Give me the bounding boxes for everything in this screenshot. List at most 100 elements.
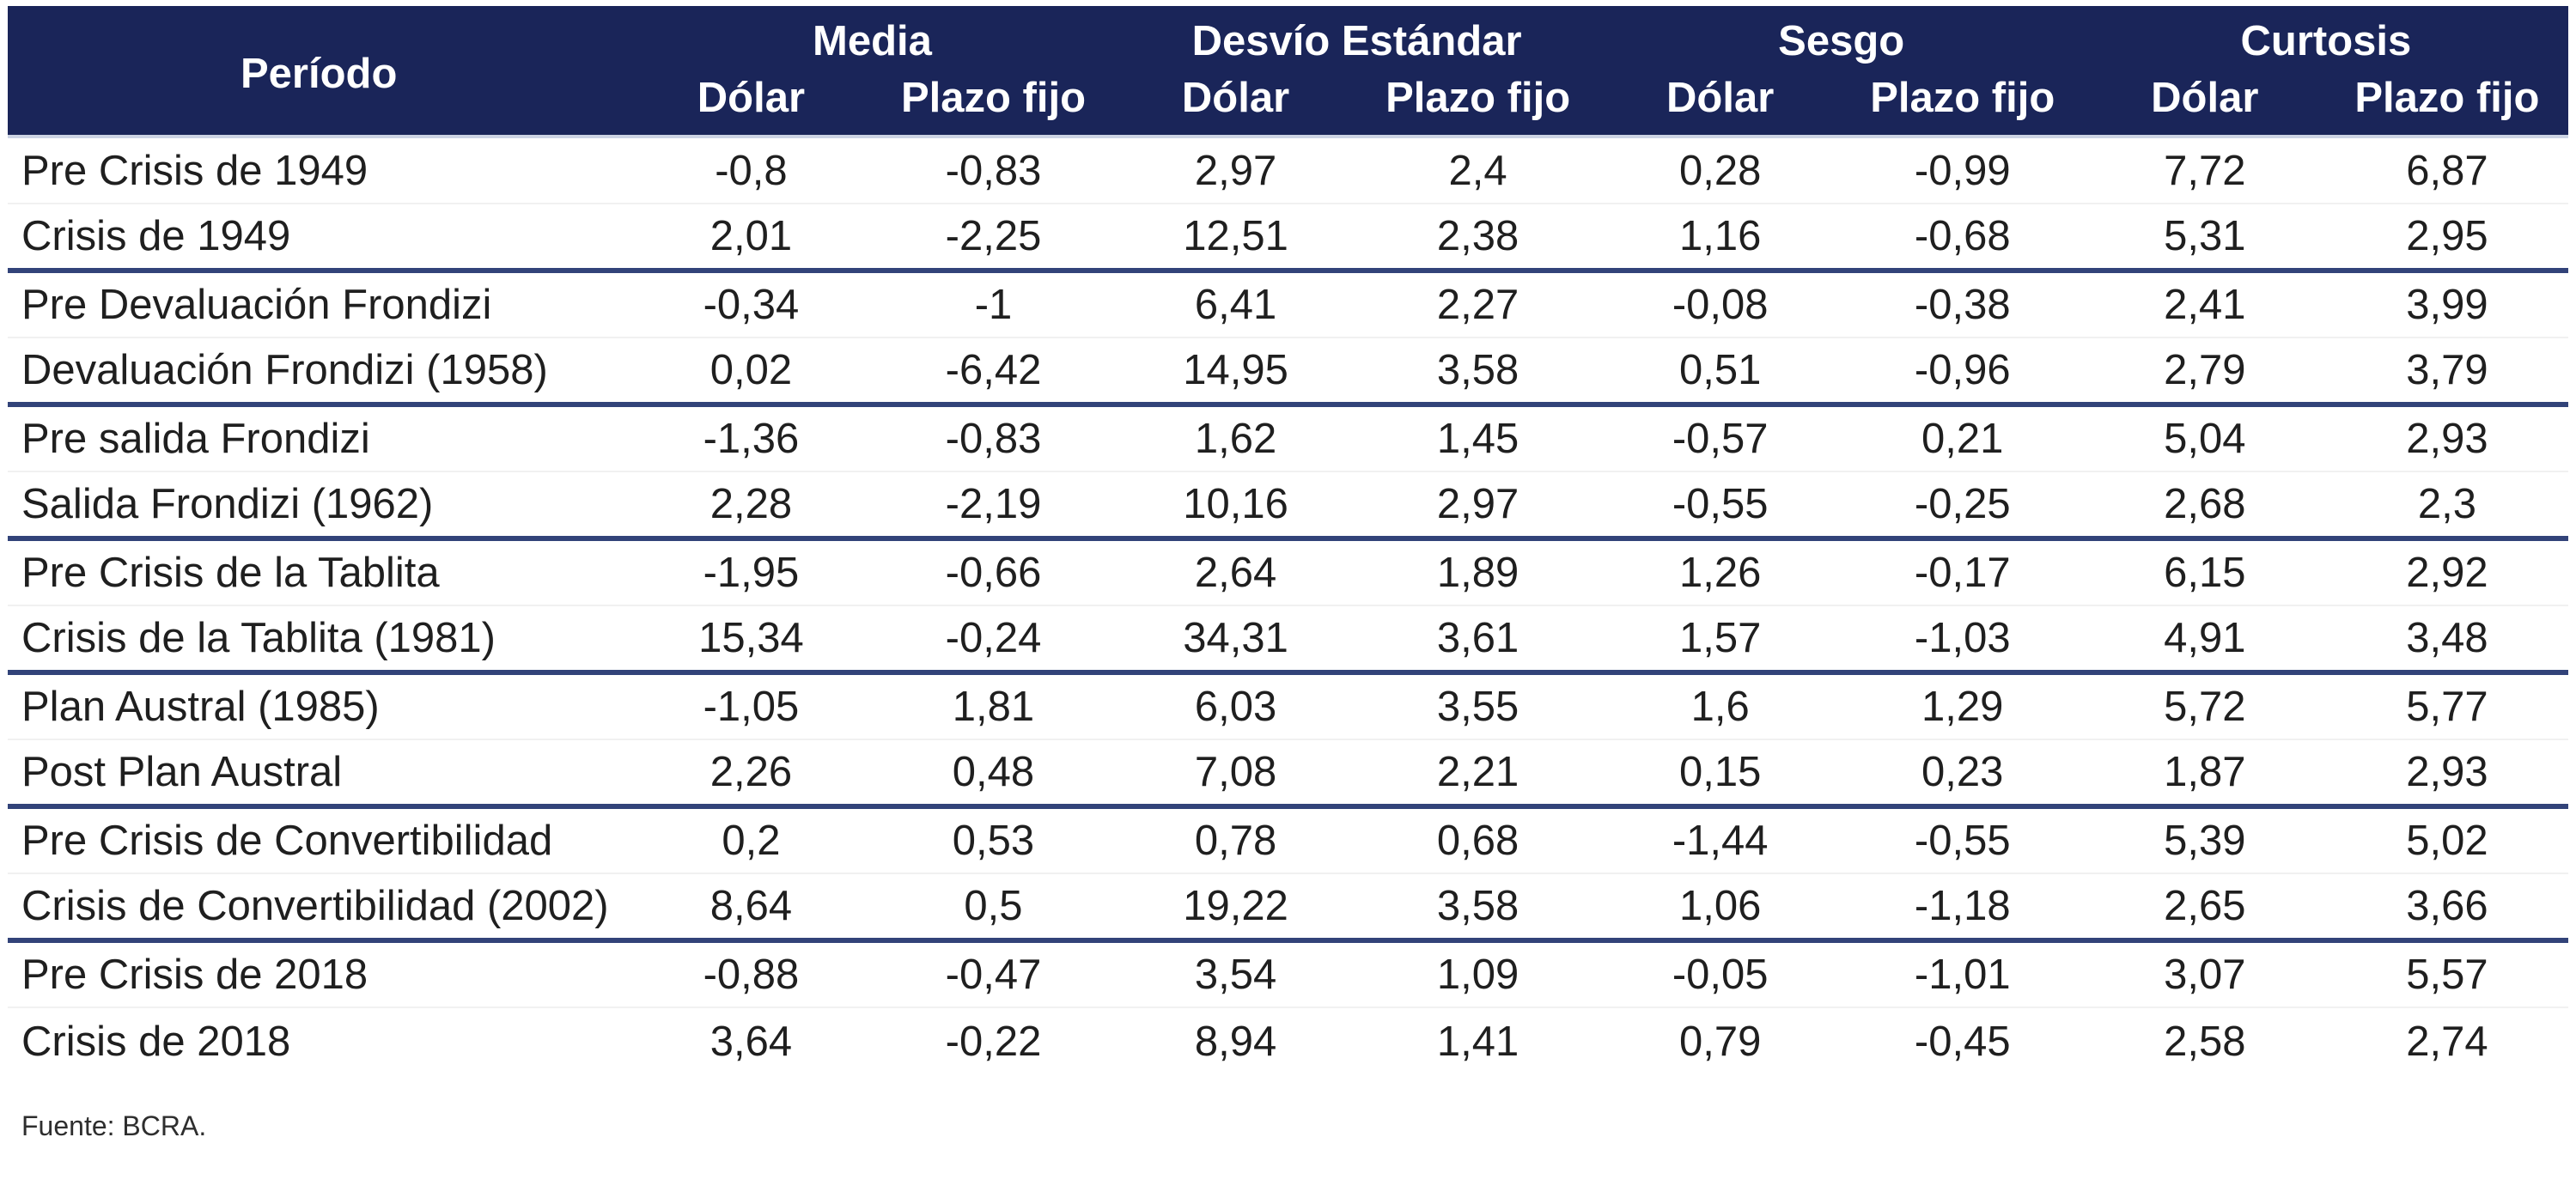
table-row: Pre Crisis de 1949 -0,8 -0,83 2,97 2,4 0,28 -0… — [8, 137, 2568, 204]
value-cell: 1,29 — [1841, 672, 2084, 740]
value-cell: 1,81 — [872, 672, 1115, 740]
col-header-curtosis-dolar: Dólar — [2083, 70, 2326, 138]
value-cell: 1,45 — [1356, 404, 1599, 472]
col-group-media: Media — [630, 6, 1115, 70]
col-group-sesgo: Sesgo — [1599, 6, 2084, 70]
table-row: Devaluación Frondizi (1958) 0,02 -6,42 14,9… — [8, 338, 2568, 407]
value-cell: 2,41 — [2083, 271, 2326, 338]
period-cell: Crisis de la Tablita (1981) — [8, 605, 630, 675]
col-header-curtosis-plazo-fijo: Plazo fijo — [2325, 70, 2568, 138]
value-cell: -0,55 — [1841, 806, 2084, 874]
value-cell: -1,01 — [1841, 940, 2084, 1008]
value-cell: 2,01 — [630, 204, 873, 273]
value-cell: 19,22 — [1114, 873, 1357, 943]
value-cell: 2,68 — [2083, 471, 2326, 541]
value-cell: 2,38 — [1356, 204, 1599, 273]
period-cell: Pre salida Frondizi — [8, 404, 630, 472]
value-cell: 2,74 — [2406, 1018, 2488, 1065]
table-header: Período Media Desvío Estándar Sesgo Curt… — [8, 6, 2568, 138]
value-cell: -1,05 — [630, 672, 873, 740]
value-cell: 0,79 — [1678, 1018, 1762, 1065]
statistics-table: Período Media Desvío Estándar Sesgo Curt… — [8, 6, 2568, 1074]
col-header-desvio-dolar: Dólar — [1114, 70, 1357, 138]
value-cell: 3,66 — [2325, 873, 2568, 943]
period-cell: Salida Frondizi (1962) — [8, 471, 630, 541]
col-header-desvio-plazo-fijo: Plazo fijo — [1356, 70, 1599, 138]
table-row: Post Plan Austral 2,26 0,48 7,08 2,21 0,15 0,2… — [8, 739, 2568, 809]
value-cell: 5,57 — [2325, 940, 2568, 1008]
value-cell: -1 — [872, 271, 1115, 338]
value-cell: 3,58 — [1356, 873, 1599, 943]
value-cell: -0,88 — [630, 940, 873, 1008]
table-row: Pre Devaluación Frondizi -0,34 -1 6,41 2,27-… — [8, 271, 2568, 338]
table-row: Plan Austral (1985) -1,05 1,81 6,03 3,55 1,6 1… — [8, 672, 2568, 740]
value-cell: -1,18 — [1841, 873, 2084, 943]
value-cell: -2,25 — [872, 204, 1115, 273]
value-cell: -1,03 — [1841, 605, 2084, 675]
value-cell: 2,79 — [2083, 338, 2326, 407]
value-cell: -1,95 — [630, 538, 873, 606]
value-cell: -0,99 — [1841, 137, 2084, 204]
value-cell: 34,31 — [1114, 605, 1357, 675]
period-cell: Crisis de 2018 — [21, 1018, 291, 1065]
value-cell: 8,94 — [1194, 1018, 1277, 1065]
value-cell: -0,17 — [1841, 538, 2084, 606]
period-cell: Pre Crisis de 2018 — [8, 940, 630, 1008]
value-cell: -0,08 — [1599, 271, 1842, 338]
header-sub-row: Dólar Plazo fijo Dólar Plazo fijo Dólar … — [8, 70, 2568, 138]
col-group-desvio-estandar: Desvío Estándar — [1114, 6, 1599, 70]
value-cell: 0,5 — [872, 873, 1115, 943]
table-body: Pre Crisis de 1949 -0,8 -0,83 2,97 2,4 0,28 -0… — [8, 137, 2568, 1074]
table-row: Pre Crisis de Convertibilidad 0,2 0,53 0,78… — [8, 806, 2568, 874]
value-cell: 3,07 — [2083, 940, 2326, 1008]
value-cell: 6,87 — [2325, 137, 2568, 204]
value-cell: 3,58 — [1356, 338, 1599, 407]
period-cell: Pre Crisis de la Tablita — [8, 538, 630, 606]
value-cell: 0,68 — [1356, 806, 1599, 874]
value-cell: 2,3 — [2325, 471, 2568, 541]
value-cell: -1,36 — [630, 404, 873, 472]
col-header-period: Período — [8, 6, 630, 138]
value-cell: 7,72 — [2083, 137, 2326, 204]
value-cell: 2,27 — [1356, 271, 1599, 338]
value-cell: 2,97 — [1114, 137, 1357, 204]
value-cell: 1,6 — [1599, 672, 1842, 740]
col-header-sesgo-dolar: Dólar — [1599, 70, 1842, 138]
value-cell: 0,78 — [1114, 806, 1357, 874]
value-cell: 5,39 — [2083, 806, 2326, 874]
table-row: Crisis de la Tablita (1981) 15,34 -0,24 34,… — [8, 605, 2568, 675]
value-cell: 3,61 — [1356, 605, 1599, 675]
value-cell: -0,05 — [1599, 940, 1842, 1008]
value-cell: 2,28 — [630, 471, 873, 541]
period-cell: Pre Devaluación Frondizi — [8, 271, 630, 338]
table-row: Salida Frondizi (1962) 2,28 -2,19 10,16 2,97… — [8, 471, 2568, 541]
value-cell: 14,95 — [1114, 338, 1357, 407]
value-cell: 1,06 — [1599, 873, 1842, 943]
value-cell: -0,66 — [872, 538, 1115, 606]
value-cell: 10,16 — [1114, 471, 1357, 541]
value-cell: 3,54 — [1114, 940, 1357, 1008]
value-cell: 1,16 — [1599, 204, 1842, 273]
value-cell: 5,04 — [2083, 404, 2326, 472]
value-cell: 2,93 — [2325, 404, 2568, 472]
value-cell: -0,47 — [872, 940, 1115, 1008]
value-cell: 0,23 — [1841, 739, 2084, 809]
table-row: Pre Crisis de 2018 -0,88 -0,47 3,54 1,09 -0,0… — [8, 940, 2568, 1008]
value-cell: 5,31 — [2083, 204, 2326, 273]
value-cell: 12,51 — [1114, 204, 1357, 273]
value-cell: 2,97 — [1356, 471, 1599, 541]
table-row: Crisis de 1949 2,01 -2,25 12,51 2,38 1,16 -0,6… — [8, 204, 2568, 273]
header-group-row: Período Media Desvío Estándar Sesgo Curt… — [8, 6, 2568, 138]
value-cell: 0,2 — [630, 806, 873, 874]
period-cell: Post Plan Austral — [8, 739, 630, 809]
value-cell: 2,4 — [1356, 137, 1599, 204]
value-cell: -0,25 — [1841, 471, 2084, 541]
table-row: Crisis de Convertibilidad (2002) 8,64 0,5 1… — [8, 873, 2568, 943]
period-cell: Plan Austral (1985) — [8, 672, 630, 740]
value-cell: 1,26 — [1599, 538, 1842, 606]
value-cell: 3,64 — [709, 1018, 793, 1065]
value-cell: 7,08 — [1114, 739, 1357, 809]
value-cell: 3,99 — [2325, 271, 2568, 338]
value-cell: -0,45 — [1914, 1018, 2011, 1065]
